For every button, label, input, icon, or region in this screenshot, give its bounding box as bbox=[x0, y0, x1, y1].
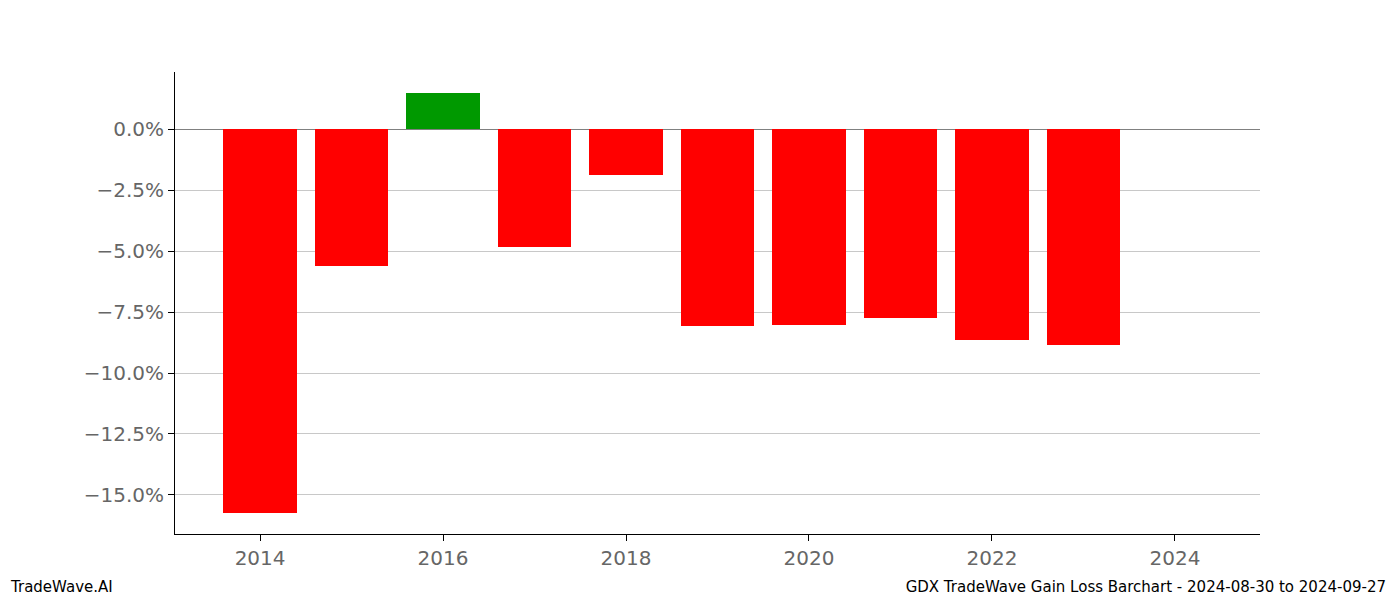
svg-text:2022: 2022 bbox=[966, 546, 1017, 570]
svg-text:2020: 2020 bbox=[784, 546, 835, 570]
svg-text:−5.0%: −5.0% bbox=[96, 239, 164, 263]
svg-text:GDX TradeWave Gain Loss Barcha: GDX TradeWave Gain Loss Barchart - 2024-… bbox=[906, 578, 1386, 596]
svg-text:2024: 2024 bbox=[1149, 546, 1200, 570]
svg-text:0.0%: 0.0% bbox=[113, 117, 164, 141]
svg-text:−2.5%: −2.5% bbox=[96, 178, 164, 202]
svg-text:2014: 2014 bbox=[235, 546, 286, 570]
svg-text:2018: 2018 bbox=[601, 546, 652, 570]
svg-text:−10.0%: −10.0% bbox=[84, 361, 164, 385]
svg-text:2016: 2016 bbox=[418, 546, 469, 570]
svg-text:TradeWave.AI: TradeWave.AI bbox=[10, 578, 113, 596]
svg-text:−15.0%: −15.0% bbox=[84, 483, 164, 507]
svg-text:−7.5%: −7.5% bbox=[96, 300, 164, 324]
svg-text:−12.5%: −12.5% bbox=[84, 422, 164, 446]
